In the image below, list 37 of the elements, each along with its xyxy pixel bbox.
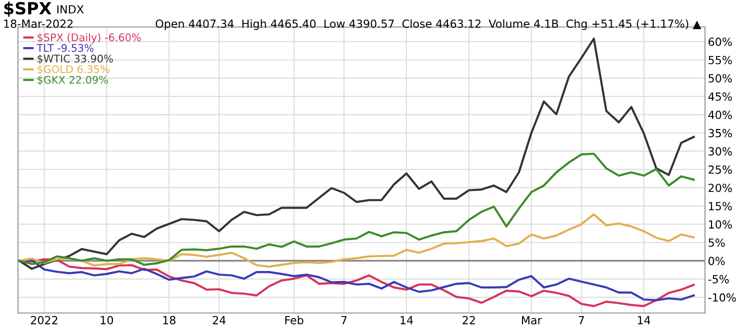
y-tick-label: 50% [708, 74, 732, 83]
x-tick-label: 2022 [30, 316, 58, 324]
y-tick-label: 45% [708, 92, 732, 101]
x-tick-label: 14 [638, 316, 650, 324]
y-tick-label: -10% [708, 293, 736, 302]
y-tick-label: 30% [708, 147, 732, 156]
y-tick-label: 5% [708, 238, 725, 247]
y-tick-label: 60% [708, 38, 732, 46]
x-tick-label: 22 [462, 316, 475, 324]
y-tick-label: 35% [708, 128, 732, 138]
x-tick-label: Mar [522, 316, 542, 324]
legend-label: $SPX (Daily) -6.60% [38, 33, 141, 44]
line-series [18, 152, 695, 266]
y-tick-label: -5% [708, 275, 729, 284]
x-tick-label: 10 [100, 316, 114, 324]
annotation: Open 4407.34 High 4465.40 Low 4390.57 Close 4463.12 Volume 4.1B Chg +51.45 (+1.17%) ▲ [156, 19, 702, 30]
x-tick-label: 14 [400, 316, 413, 324]
y-tick-label: 20% [708, 184, 732, 192]
legend-label: $GKX 22.09% [38, 76, 108, 86]
legend-label: TLT -9.53% [36, 44, 94, 52]
y-tick-label: 55% [708, 56, 732, 64]
legend-label: $WTIC 33.90% [38, 54, 113, 64]
chart-title: $SPX [4, 2, 52, 17]
x-tick-label: 18 [163, 316, 176, 324]
x-tick-label: 7 [341, 316, 347, 324]
y-tick-label: 0% [708, 256, 725, 266]
annotation: 18-Mar-2022 [4, 19, 73, 28]
chart-subtitle: INDX [57, 5, 84, 14]
y-tick-label: 10% [709, 220, 732, 229]
x-tick-label: 24 [212, 316, 226, 324]
x-tick-label: Feb [285, 316, 304, 324]
y-tick-label: 25% [708, 165, 732, 174]
y-tick-label: 40% [708, 110, 732, 120]
legend-label: $GOLD 6.35% [38, 65, 110, 75]
y-tick-label: 15% [709, 202, 732, 210]
line-series [18, 213, 695, 268]
x-tick-label: 7 [578, 316, 584, 324]
